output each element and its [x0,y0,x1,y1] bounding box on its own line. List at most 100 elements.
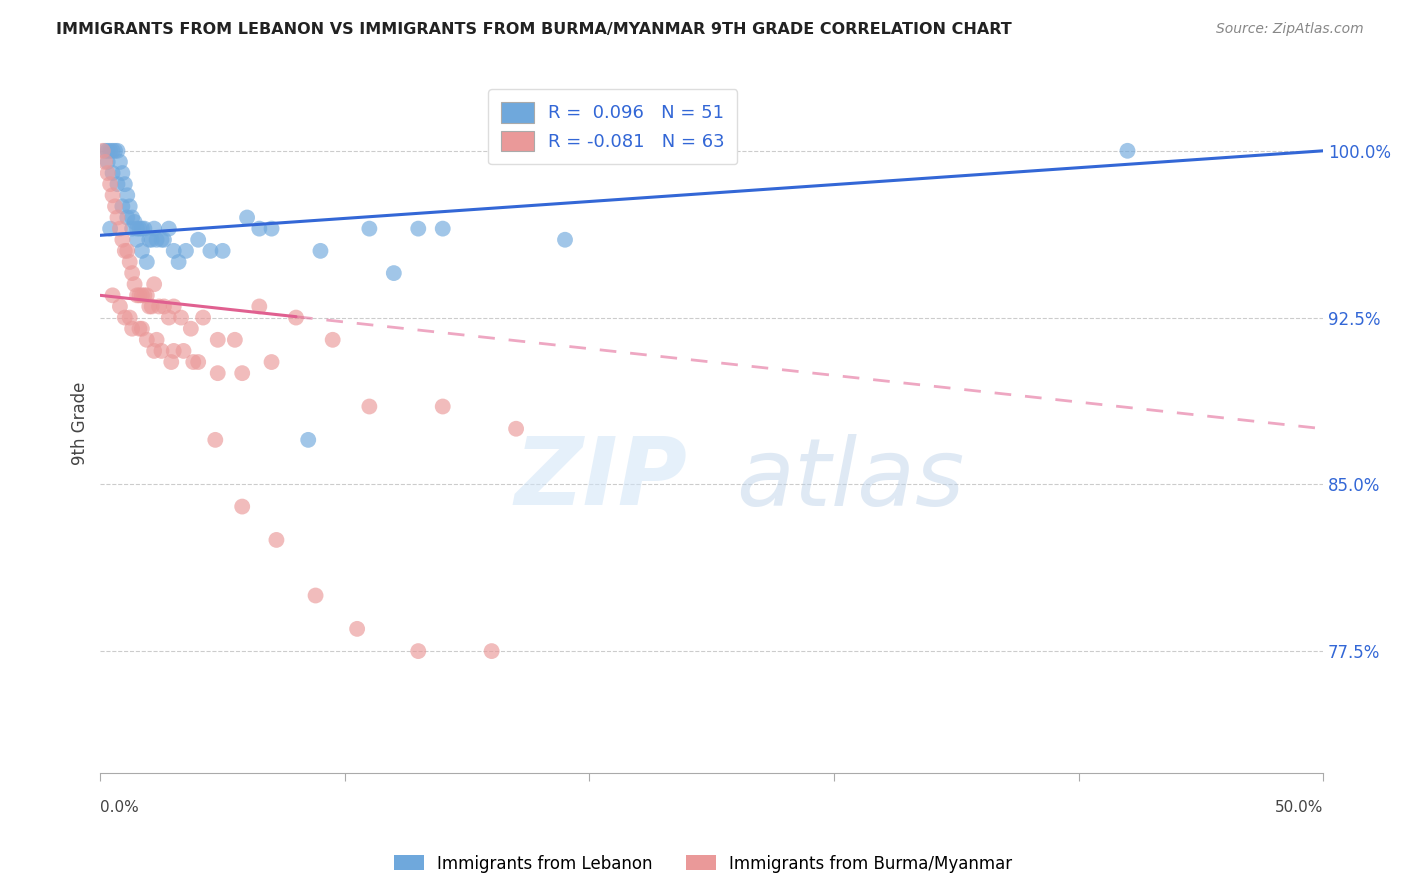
Point [163,244,186,258]
Point [94,144,117,158]
Point [135,333,157,347]
Point [359,400,381,414]
Point [131,288,153,302]
Point [138,300,160,314]
Point [118,199,141,213]
Point [117,244,139,258]
Point [505,422,527,436]
Point [406,221,429,235]
Point [125,221,148,235]
Point [131,244,153,258]
Point [117,211,139,225]
Point [94,155,117,169]
Point [125,233,148,247]
Point [346,622,368,636]
Text: 0.0%: 0.0% [100,800,139,815]
Point [143,277,166,292]
Point [121,266,143,280]
Point [134,221,156,235]
Point [304,589,326,603]
Text: 50.0%: 50.0% [1275,800,1323,815]
Point [98,144,121,158]
Point [114,244,136,258]
Point [180,321,202,335]
Point [143,343,166,358]
Point [107,144,129,158]
Point [128,221,150,235]
Point [138,233,160,247]
Point [91,144,114,158]
Point [145,333,167,347]
Point [173,343,195,358]
Point [111,166,134,180]
Point [107,211,129,225]
Point [107,177,129,191]
Text: Source: ZipAtlas.com: Source: ZipAtlas.com [1216,22,1364,37]
Point [141,300,163,314]
Point [153,300,176,314]
Point [121,211,143,225]
Point [104,199,127,213]
Point [117,188,139,202]
Point [108,300,131,314]
Point [135,288,157,302]
Point [108,221,131,235]
Point [145,233,167,247]
Point [121,221,143,235]
Point [236,211,259,225]
Point [285,310,308,325]
Point [111,199,134,213]
Point [128,288,150,302]
Point [118,310,141,325]
Point [118,255,141,269]
Point [260,355,283,369]
Point [181,355,204,369]
Point [124,277,146,292]
Point [97,155,120,169]
Point [121,321,143,335]
Point [359,221,381,235]
Point [143,221,166,235]
Point [108,155,131,169]
Point [101,144,124,158]
Point [247,221,270,235]
Point [111,233,134,247]
Point [406,644,429,658]
Point [98,221,121,235]
Point [128,321,150,335]
Point [97,144,120,158]
Point [160,355,183,369]
Point [1116,144,1139,158]
Legend: R =  0.096   N = 51, R = -0.081   N = 63: R = 0.096 N = 51, R = -0.081 N = 63 [488,89,737,164]
Point [207,366,229,380]
Point [134,288,156,302]
Point [124,215,146,229]
Point [170,310,193,325]
Point [167,255,190,269]
Point [247,300,270,314]
Point [231,500,253,514]
Point [204,433,226,447]
Point [148,300,170,314]
Point [231,366,253,380]
Point [187,233,209,247]
Text: atlas: atlas [737,434,965,524]
Point [98,177,121,191]
Point [207,333,229,347]
Point [131,221,153,235]
Text: ZIP: ZIP [515,434,688,525]
Point [224,333,246,347]
Point [382,266,405,280]
Point [266,533,288,547]
Point [97,166,120,180]
Point [101,166,124,180]
Point [554,233,576,247]
Point [187,355,209,369]
Point [297,433,319,447]
Point [260,221,283,235]
Point [114,177,136,191]
Point [211,244,233,258]
Y-axis label: 9th Grade: 9th Grade [72,382,89,465]
Point [150,233,173,247]
Point [157,221,180,235]
